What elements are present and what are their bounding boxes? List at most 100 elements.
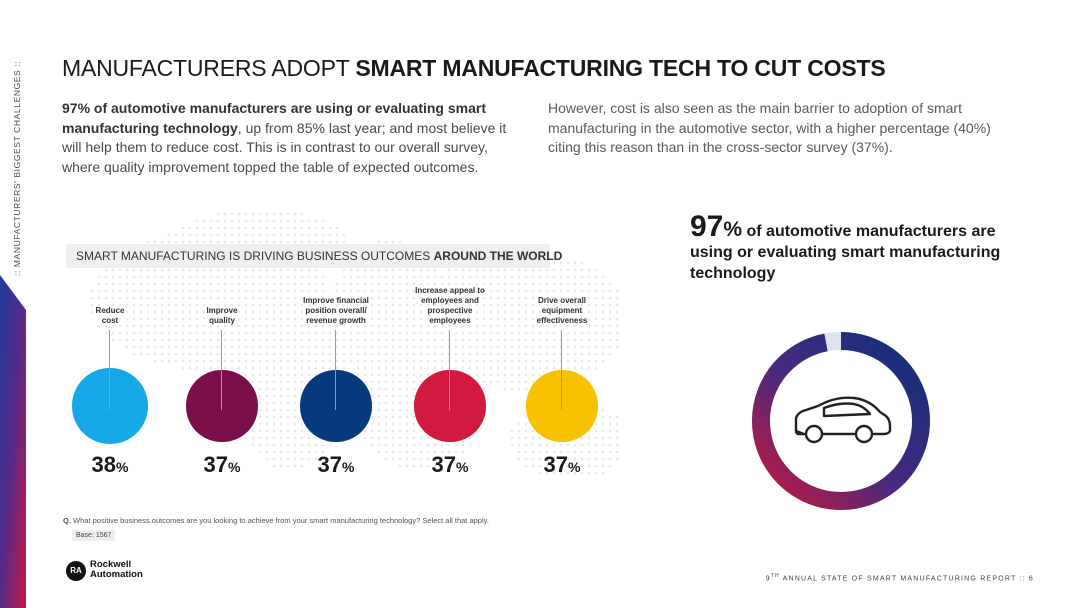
map-dot (230, 345, 234, 349)
map-dot (433, 275, 437, 279)
intro-left-rest: , up from 85% last year; and most believ… (62, 119, 507, 175)
map-dot (531, 436, 535, 440)
map-dot (244, 352, 248, 356)
map-dot (188, 338, 192, 342)
map-dot (538, 352, 542, 356)
map-dot (433, 464, 437, 468)
map-dot (405, 387, 409, 391)
map-dot (118, 303, 122, 307)
map-dot (160, 338, 164, 342)
map-dot (545, 471, 549, 475)
map-dot (272, 275, 276, 279)
map-dot (405, 415, 409, 419)
map-dot (300, 380, 304, 384)
map-dot (482, 289, 486, 293)
question-prefix: Q. (63, 516, 71, 525)
map-dot (405, 303, 409, 307)
map-dot (545, 457, 549, 461)
map-dot (594, 268, 598, 272)
map-dot (132, 352, 136, 356)
map-dot (293, 373, 297, 377)
map-dot (195, 240, 199, 244)
map-dot (230, 240, 234, 244)
map-dot (384, 296, 388, 300)
map-dot (552, 317, 556, 321)
map-dot (139, 331, 143, 335)
map-dot (160, 296, 164, 300)
map-dot (139, 338, 143, 342)
map-dot (307, 324, 311, 328)
map-dot (125, 310, 129, 314)
map-dot (594, 331, 598, 335)
map-dot (139, 275, 143, 279)
map-dot (461, 345, 465, 349)
outcome-label: Increase appeal to employees and prospecti… (400, 286, 500, 326)
map-dot (489, 275, 493, 279)
map-dot (370, 380, 374, 384)
map-dot (342, 310, 346, 314)
map-dot (356, 352, 360, 356)
map-dot (293, 394, 297, 398)
outcome-label-line: Improve financial (303, 296, 369, 305)
map-dot (370, 345, 374, 349)
map-dot (244, 296, 248, 300)
map-dot (286, 226, 290, 230)
map-dot (258, 331, 262, 335)
map-dot (615, 429, 619, 433)
map-dot (384, 240, 388, 244)
map-dot (279, 464, 283, 468)
map-dot (475, 324, 479, 328)
map-dot (496, 366, 500, 370)
map-dot (230, 359, 234, 363)
map-dot (356, 317, 360, 321)
map-dot (244, 212, 248, 216)
map-dot (335, 338, 339, 342)
map-dot (475, 317, 479, 321)
map-dot (328, 359, 332, 363)
map-dot (398, 394, 402, 398)
map-dot (272, 401, 276, 405)
map-dot (391, 422, 395, 426)
map-dot (461, 282, 465, 286)
map-dot (335, 233, 339, 237)
callout-pct: % (723, 218, 743, 241)
map-dot (538, 338, 542, 342)
map-dot (146, 317, 150, 321)
map-dot (405, 331, 409, 335)
map-dot (300, 331, 304, 335)
map-dot (608, 443, 612, 447)
map-dot (321, 450, 325, 454)
map-dot (398, 338, 402, 342)
map-dot (594, 443, 598, 447)
map-dot (461, 275, 465, 279)
map-dot (503, 282, 507, 286)
map-dot (447, 443, 451, 447)
map-dot (419, 331, 423, 335)
map-dot (202, 219, 206, 223)
map-dot (426, 324, 430, 328)
map-dot (510, 380, 514, 384)
map-dot (517, 422, 521, 426)
map-dot (489, 352, 493, 356)
callout-value: 97 (690, 210, 724, 243)
map-dot (566, 261, 570, 265)
map-dot (237, 282, 241, 286)
map-dot (405, 310, 409, 314)
map-dot (286, 275, 290, 279)
map-dot (587, 310, 591, 314)
map-dot (384, 373, 388, 377)
map-dot (531, 289, 535, 293)
map-dot (132, 289, 136, 293)
map-dot (503, 345, 507, 349)
map-dot (258, 219, 262, 223)
map-dot (426, 457, 430, 461)
map-dot (293, 415, 297, 419)
map-dot (244, 275, 248, 279)
map-dot (566, 324, 570, 328)
map-dot (482, 345, 486, 349)
map-dot (328, 366, 332, 370)
map-dot (384, 289, 388, 293)
map-dot (251, 233, 255, 237)
side-accent-bar (0, 275, 26, 608)
map-dot (566, 345, 570, 349)
